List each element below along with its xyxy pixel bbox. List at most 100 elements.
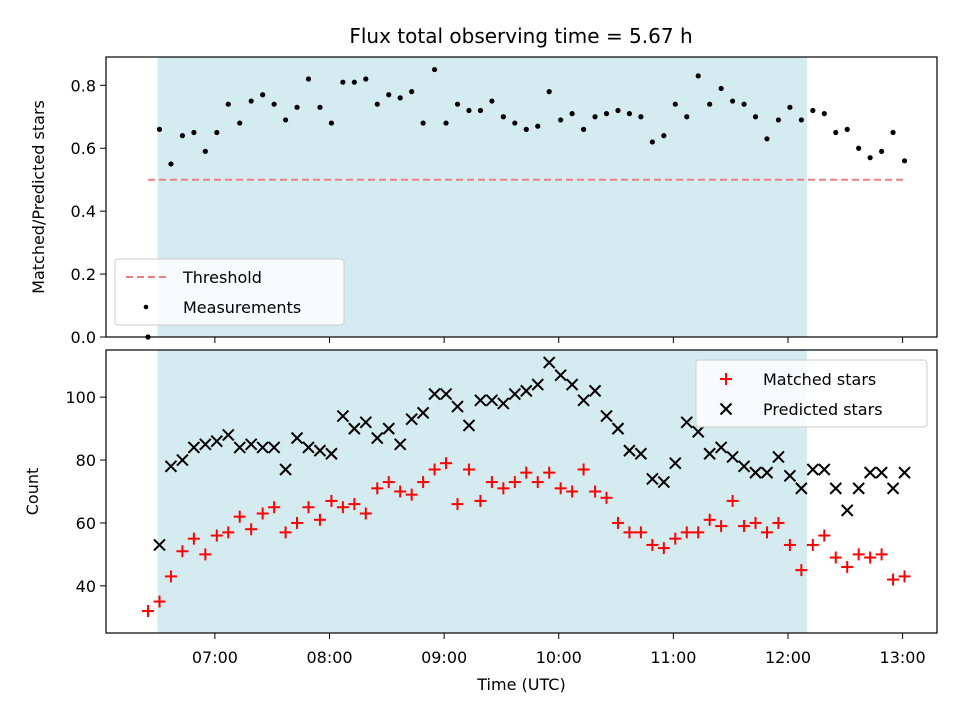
predicted-point (405, 412, 418, 426)
measurement-point (901, 158, 908, 164)
measurement-point (168, 161, 174, 167)
matched-point (760, 526, 773, 539)
bottom-y-tick-label: 40 (76, 577, 96, 596)
measurement-point (798, 117, 804, 123)
predicted-point (863, 466, 877, 479)
predicted-point (290, 431, 304, 445)
matched-point (898, 570, 911, 583)
measurement-point (535, 123, 541, 129)
matched-point (600, 491, 613, 504)
measurement-point (397, 95, 403, 101)
matched-point (325, 494, 338, 507)
matched-point (428, 463, 441, 476)
predicted-point (267, 441, 281, 454)
legend-measurements-label: Measurements (183, 298, 301, 317)
matched-point (646, 538, 659, 551)
predicted-point (210, 434, 224, 448)
measurement-point (695, 73, 701, 79)
predicted-point (520, 384, 533, 398)
measurement-point (500, 114, 506, 120)
matched-point (715, 520, 728, 533)
predicted-point (336, 409, 350, 423)
measurement-point (351, 79, 357, 85)
x-tick-label: 08:00 (306, 648, 352, 667)
measurement-point (431, 66, 438, 73)
top-y-tick-label: 0.4 (71, 202, 96, 221)
matched-point (256, 507, 269, 520)
measurement-point (248, 98, 254, 104)
predicted-point (451, 400, 464, 413)
matched-point (405, 488, 418, 501)
predicted-point (428, 387, 441, 401)
matched-point (657, 542, 670, 555)
measurement-point (214, 129, 220, 136)
matched-point (566, 485, 579, 498)
matched-point (382, 476, 395, 489)
predicted-point (841, 504, 854, 517)
x-tick-label: 11:00 (650, 648, 696, 667)
matched-point (623, 526, 636, 539)
matched-point (440, 457, 453, 470)
predicted-point (176, 453, 189, 467)
matched-point (783, 538, 796, 551)
measurement-point (546, 89, 552, 95)
matched-point (371, 482, 384, 495)
predicted-point (233, 441, 246, 454)
predicted-point (256, 441, 269, 454)
legend-predicted-cross (719, 402, 733, 416)
measurement-point (729, 98, 736, 104)
matched-point (359, 507, 372, 520)
measurement-point (879, 148, 885, 154)
matched-point (485, 476, 498, 489)
measurement-point (580, 126, 587, 132)
measurement-point (603, 111, 610, 117)
predicted-point (554, 368, 567, 382)
matched-point (474, 494, 487, 507)
matched-point (417, 476, 430, 489)
measurement-point (649, 139, 655, 145)
x-tick-label: 09:00 (421, 648, 467, 667)
x-axis-label: Time (UTC) (476, 675, 565, 694)
predicted-point (164, 460, 178, 473)
measurement-point (420, 120, 426, 126)
measurement-point (466, 107, 472, 114)
matched-point (829, 551, 842, 564)
predicted-point (153, 538, 166, 552)
matched-point (738, 520, 751, 533)
matched-point (554, 482, 567, 495)
measurement-point (202, 148, 208, 154)
top-x-ticks (214, 337, 904, 343)
measurement-point (374, 101, 380, 107)
matched-point (864, 551, 877, 564)
matched-point (818, 529, 831, 542)
matched-point (187, 532, 200, 545)
measurement-point (305, 76, 312, 82)
measurement-point (810, 107, 816, 114)
predicted-point (187, 441, 201, 454)
predicted-point (348, 422, 361, 435)
predicted-point (577, 394, 590, 407)
matched-point (749, 516, 762, 529)
matched-point (462, 463, 475, 476)
measurement-point (707, 101, 713, 107)
predicted-point (669, 456, 682, 470)
predicted-point (302, 441, 315, 454)
chart-title: Flux total observing time = 5.67 h (349, 24, 692, 48)
matched-point (795, 564, 808, 577)
measurement-point (282, 117, 289, 123)
predicted-point (313, 444, 327, 457)
predicted-point (657, 475, 671, 489)
measurement-point (844, 126, 850, 132)
predicted-point (222, 428, 235, 442)
matched-point (394, 485, 407, 498)
measurement-point (454, 101, 461, 107)
measurement-point (661, 133, 667, 139)
measurement-point (558, 117, 564, 123)
matched-point (210, 529, 223, 542)
matched-point (176, 545, 189, 558)
matched-point (531, 476, 544, 489)
legend-threshold-label: Threshold (182, 268, 262, 287)
matched-point (497, 482, 510, 495)
measurement-point (615, 107, 621, 114)
matched-point (577, 463, 590, 476)
